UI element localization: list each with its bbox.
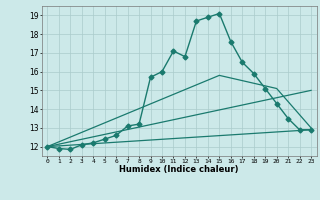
X-axis label: Humidex (Indice chaleur): Humidex (Indice chaleur): [119, 165, 239, 174]
